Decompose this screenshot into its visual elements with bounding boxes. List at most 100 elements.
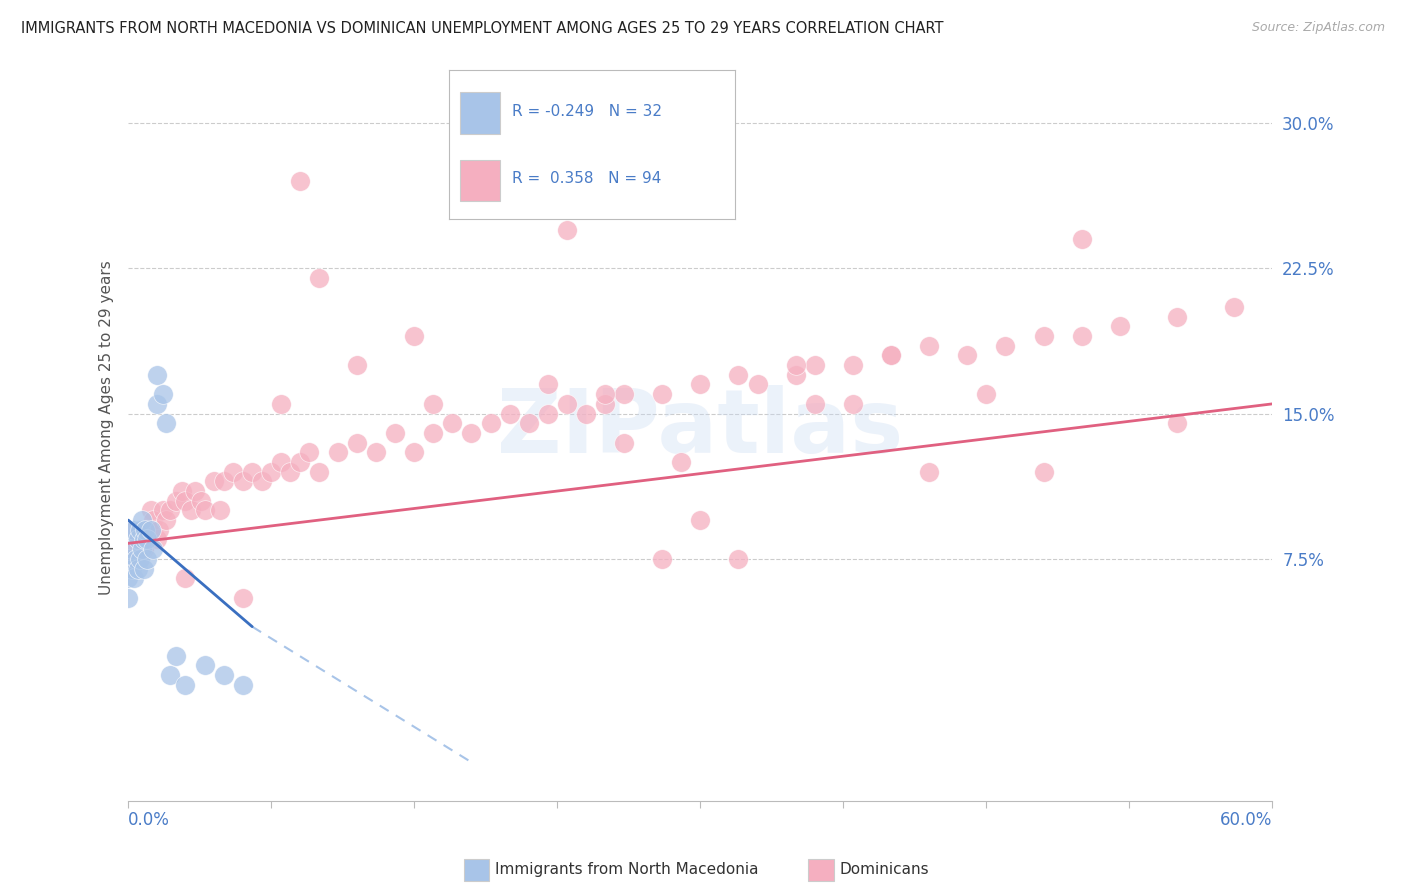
Point [1070, 232, 1092, 246]
Point [121, 542, 143, 557]
Point [1032, 465, 1054, 479]
Point [122, 542, 145, 557]
Point [803, 397, 825, 411]
Point [404, 445, 426, 459]
Point [146, 397, 169, 411]
Point [994, 339, 1017, 353]
Point [498, 154, 520, 169]
Point [1108, 319, 1130, 334]
Point [142, 513, 165, 527]
Point [117, 552, 139, 566]
Point [803, 358, 825, 372]
Point [593, 387, 616, 401]
Point [122, 571, 145, 585]
Point [122, 523, 145, 537]
Point [146, 368, 169, 382]
Point [613, 387, 636, 401]
Point [208, 503, 231, 517]
Point [441, 416, 464, 430]
Point [479, 416, 502, 430]
Point [270, 397, 292, 411]
Point [146, 533, 169, 547]
Point [132, 561, 155, 575]
Point [288, 455, 311, 469]
Point [842, 397, 865, 411]
Text: Immigrants from North Macedonia: Immigrants from North Macedonia [495, 863, 758, 877]
Point [232, 678, 254, 692]
Point [159, 668, 181, 682]
Point [152, 503, 174, 517]
Point [170, 483, 193, 498]
Point [842, 358, 865, 372]
Point [174, 678, 197, 692]
Point [727, 552, 749, 566]
Point [498, 407, 520, 421]
Point [131, 523, 153, 537]
Point [132, 533, 155, 547]
Point [613, 435, 636, 450]
Point [139, 503, 162, 517]
Point [555, 222, 578, 236]
Point [117, 571, 139, 585]
Point [193, 658, 215, 673]
Point [117, 523, 139, 537]
Y-axis label: Unemployment Among Ages 25 to 29 years: Unemployment Among Ages 25 to 29 years [100, 260, 114, 596]
Point [127, 533, 149, 547]
Point [155, 513, 177, 527]
Point [127, 561, 149, 575]
Point [260, 465, 283, 479]
Text: ZIPatlas: ZIPatlas [498, 384, 904, 472]
Point [689, 513, 711, 527]
Point [174, 571, 197, 585]
Point [918, 339, 941, 353]
Point [212, 475, 235, 489]
Point [134, 533, 156, 547]
Point [165, 493, 187, 508]
Point [537, 377, 560, 392]
Point [174, 493, 197, 508]
Point [298, 445, 321, 459]
Text: Dominicans: Dominicans [839, 863, 929, 877]
Point [127, 533, 149, 547]
Point [651, 387, 673, 401]
Point [956, 348, 979, 362]
Point [131, 513, 153, 527]
Point [136, 552, 159, 566]
Point [134, 523, 156, 537]
Point [128, 523, 150, 537]
Text: 60.0%: 60.0% [1220, 811, 1272, 829]
Point [880, 348, 903, 362]
Point [152, 387, 174, 401]
Point [326, 445, 349, 459]
Point [184, 483, 207, 498]
Point [139, 523, 162, 537]
Point [142, 542, 165, 557]
Point [155, 416, 177, 430]
Point [346, 358, 368, 372]
Point [222, 465, 245, 479]
Point [131, 542, 153, 557]
Point [136, 533, 159, 547]
Point [346, 435, 368, 450]
Point [1070, 329, 1092, 343]
Point [671, 455, 693, 469]
Point [1166, 310, 1188, 324]
Point [128, 552, 150, 566]
Point [404, 329, 426, 343]
Text: Source: ZipAtlas.com: Source: ZipAtlas.com [1251, 21, 1385, 34]
Point [785, 358, 807, 372]
Point [190, 493, 212, 508]
Point [517, 416, 540, 430]
Point [278, 465, 301, 479]
Point [240, 465, 263, 479]
Point [384, 425, 406, 440]
Point [593, 397, 616, 411]
Point [460, 425, 482, 440]
Point [148, 523, 170, 537]
Point [159, 503, 181, 517]
Text: 0.0%: 0.0% [128, 811, 170, 829]
Point [180, 503, 202, 517]
Point [460, 136, 482, 150]
Point [366, 445, 388, 459]
Point [212, 668, 235, 682]
